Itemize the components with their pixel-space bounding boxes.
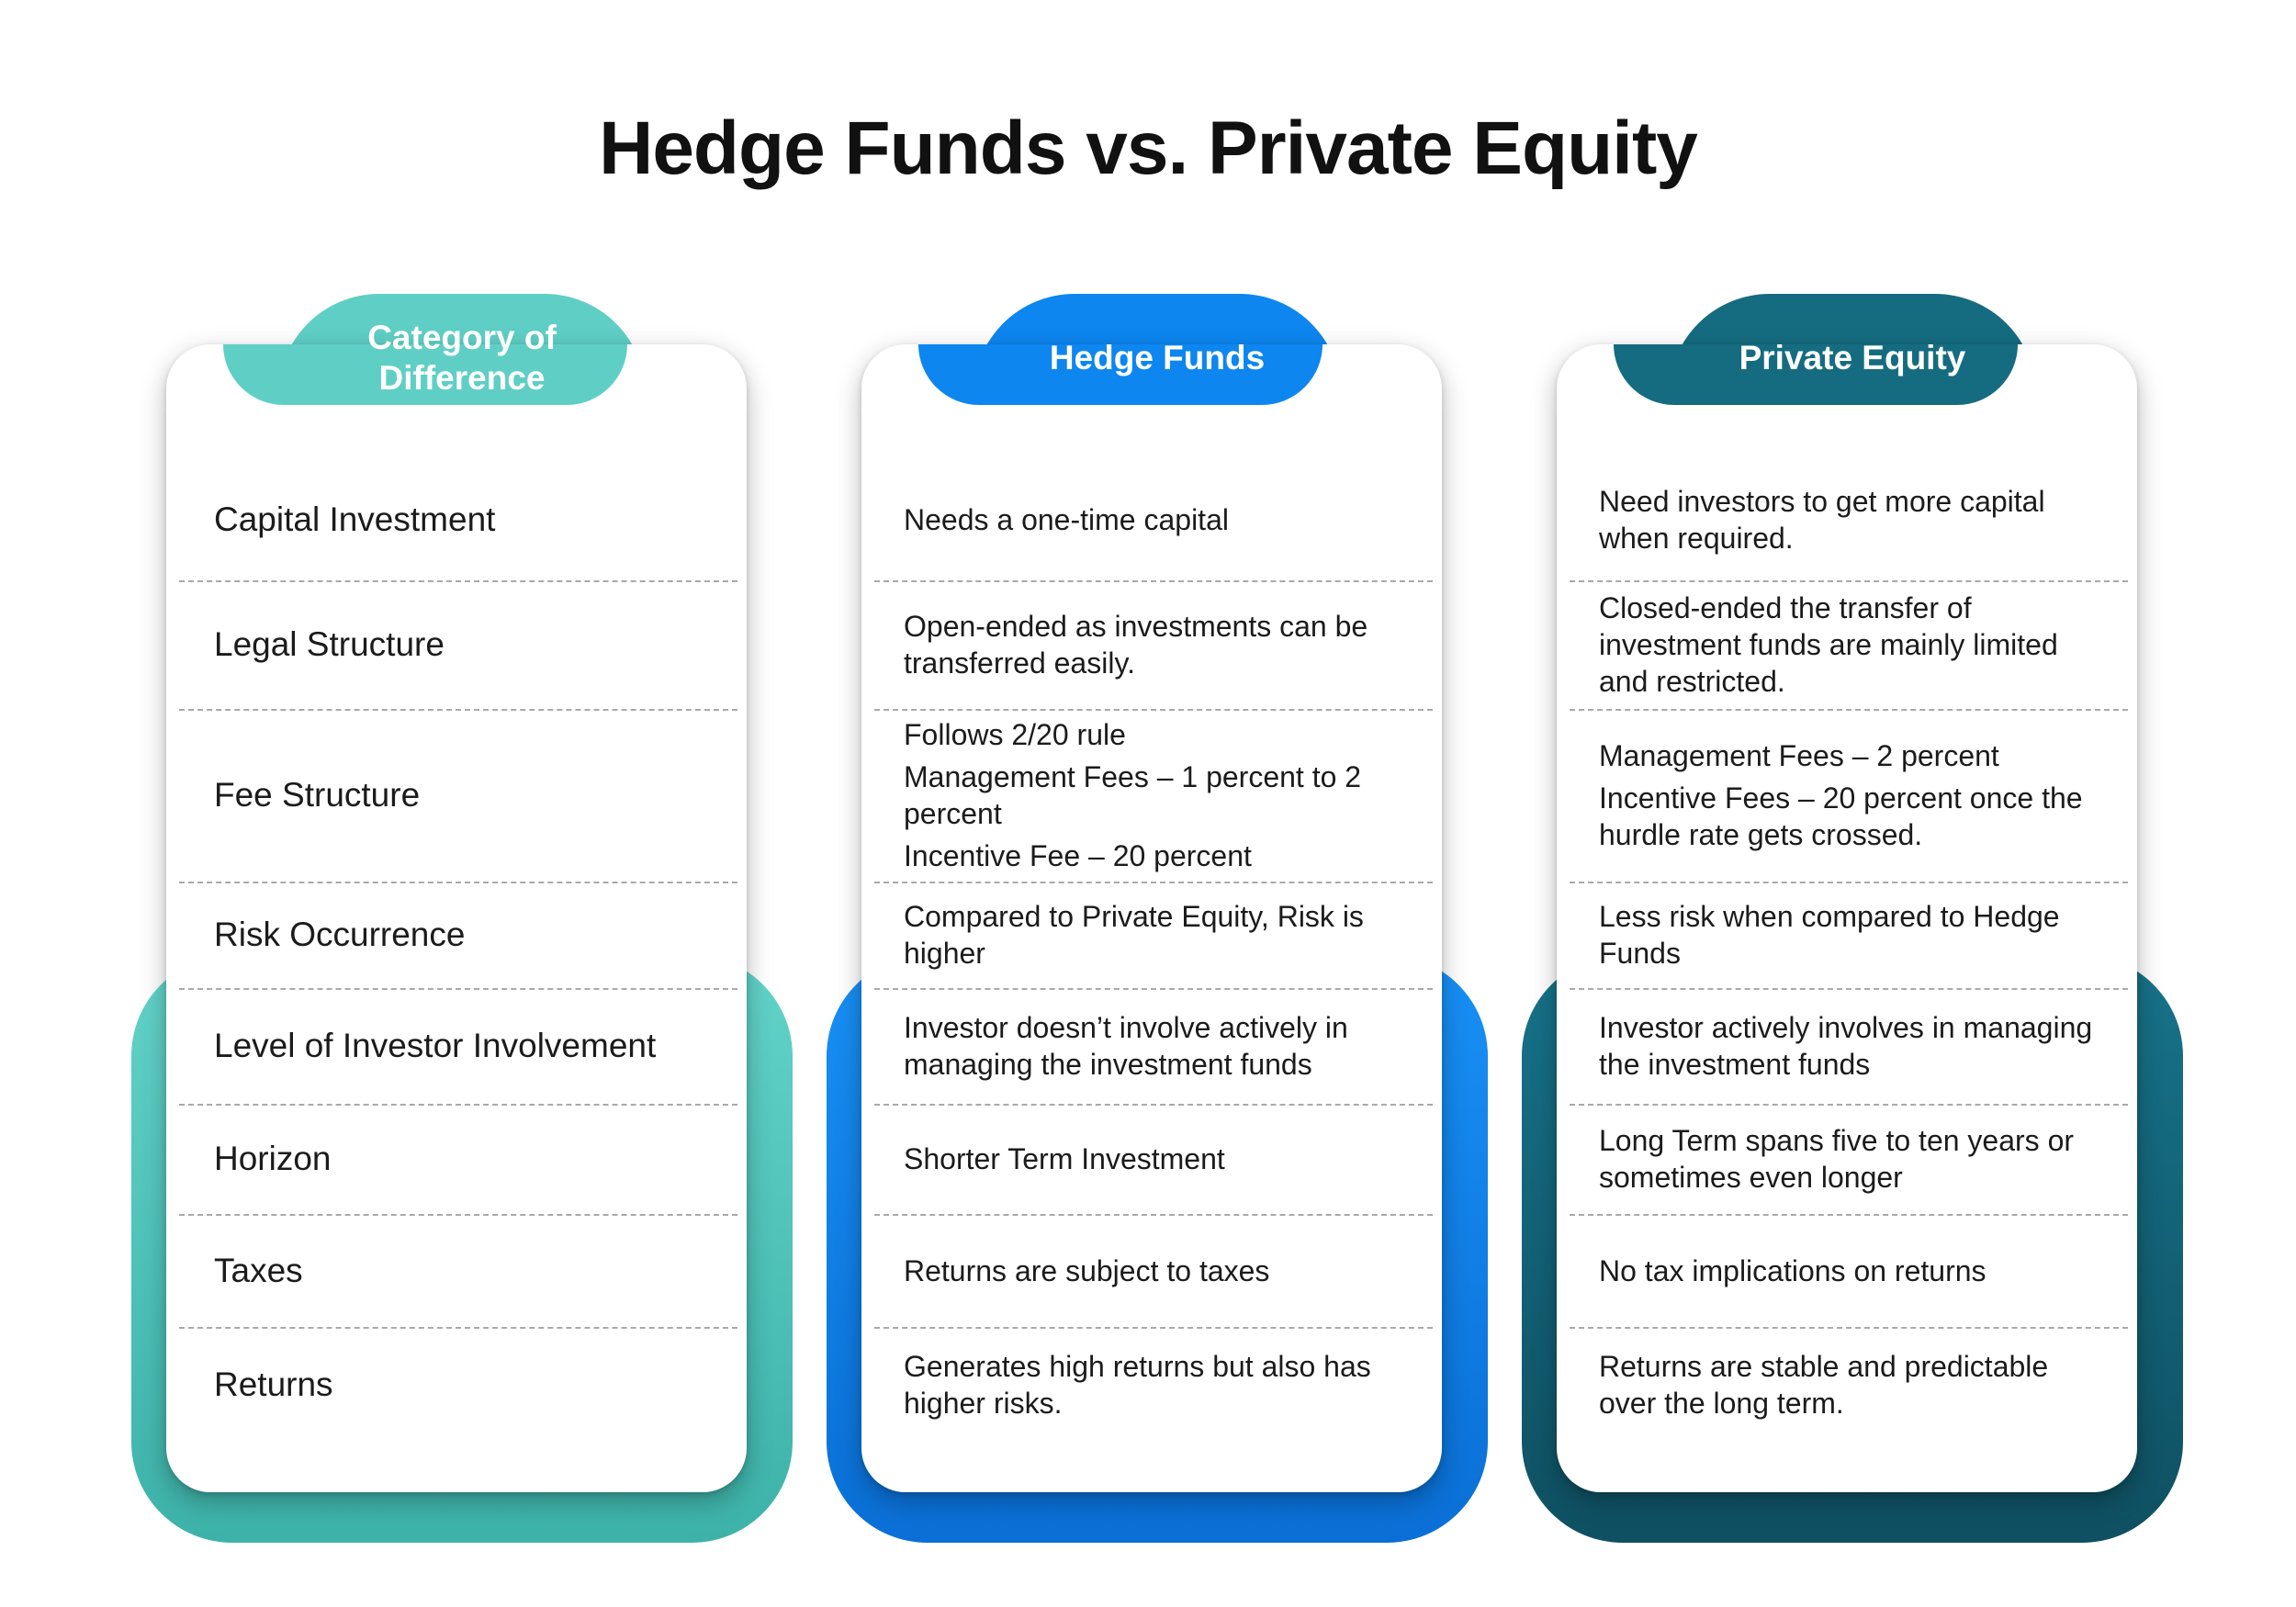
private-equity-cell-line: Incentive Fees – 20 percent once the hur… (1599, 781, 2083, 851)
hedge-funds-cell-line: Compared to Private Equity, Risk is high… (904, 900, 1364, 970)
hedge-funds-cell-line: Incentive Fee – 20 percent (904, 839, 1252, 872)
private-equity-cell-line: No tax implications on returns (1599, 1253, 1986, 1287)
hedge-funds-row: Follows 2/20 rule Management Fees – 1 per… (874, 709, 1433, 883)
private-equity-column: Private Equity Need investors to get mor… (1522, 294, 2183, 1543)
private-equity-cell: Long Term spans five to ten years or som… (1570, 1122, 2128, 1196)
category-label: Fee Structure (214, 776, 421, 814)
page-title: Hedge Funds vs. Private Equity (599, 107, 1698, 190)
hedge-funds-cell-line: Investor doesn’t involve actively in man… (904, 1011, 1348, 1081)
hedge-funds-cell: Returns are subject to taxes (874, 1253, 1433, 1289)
category-row: Risk Occurrence (179, 882, 737, 990)
category-label: Horizon (214, 1140, 332, 1177)
private-equity-row: Returns are stable and predictable over … (1570, 1327, 2128, 1442)
hedge-funds-row: Investor doesn’t involve actively in man… (874, 988, 1433, 1106)
hedge-funds-cell: Follows 2/20 rule Management Fees – 1 per… (874, 716, 1433, 874)
private-equity-cell: Management Fees – 2 percent Incentive Fee… (1570, 737, 2128, 853)
category-row: Fee Structure (179, 709, 737, 883)
hedge-funds-cell-line: Shorter Term Investment (904, 1142, 1225, 1175)
hedge-funds-cell-line: Returns are subject to taxes (904, 1253, 1270, 1287)
hedge-funds-header: Hedge Funds (1049, 339, 1266, 376)
private-equity-cell: Investor actively involves in managing t… (1570, 1009, 2128, 1083)
private-equity-cell: Need investors to get more capital when … (1570, 483, 2128, 556)
private-equity-row: Management Fees – 2 percent Incentive Fee… (1570, 709, 2128, 883)
category-row: Taxes (179, 1214, 737, 1329)
hedge-funds-cell: Compared to Private Equity, Risk is high… (874, 898, 1433, 972)
category-row: Capital Investment (179, 459, 737, 582)
hedge-funds-row: Compared to Private Equity, Risk is high… (874, 882, 1433, 990)
private-equity-row: Investor actively involves in managing t… (1570, 988, 2128, 1106)
private-equity-cell-line: Investor actively involves in managing t… (1599, 1011, 2093, 1081)
private-equity-cell: Returns are stable and predictable over … (1570, 1348, 2128, 1422)
category-header-pill (223, 344, 627, 405)
private-equity-cell-line: Long Term spans five to ten years or som… (1599, 1124, 2075, 1194)
category-row: Returns (179, 1327, 737, 1442)
private-equity-row: Long Term spans five to ten years or som… (1570, 1104, 2128, 1216)
category-label: Returns (214, 1365, 333, 1403)
hedge-funds-cell: Generates high returns but also has high… (874, 1348, 1433, 1422)
private-equity-card (1557, 344, 2137, 1492)
private-equity-cell: No tax implications on returns (1570, 1253, 2128, 1289)
private-equity-cell-line: Less risk when compared to Hedge Funds (1599, 900, 2060, 970)
hedge-funds-card (861, 344, 1442, 1492)
category-row: Horizon (179, 1104, 737, 1216)
hedge-funds-cell: Shorter Term Investment (874, 1141, 1433, 1177)
hedge-funds-row: Shorter Term Investment (874, 1104, 1433, 1216)
private-equity-row: No tax implications on returns (1570, 1214, 2128, 1329)
category-row: Level of Investor Involvement (179, 988, 737, 1106)
category-card (166, 344, 747, 1492)
category-column: Category of Difference Capital Investmen… (131, 294, 793, 1543)
hedge-funds-cell: Open-ended as investments can be transfe… (874, 608, 1433, 681)
category-label: Level of Investor Involvement (214, 1027, 657, 1064)
hedge-funds-cell: Needs a one-time capital (874, 501, 1433, 538)
hedge-funds-row: Returns are subject to taxes (874, 1214, 1433, 1329)
category-label: Capital Investment (214, 500, 496, 538)
hedge-funds-column: Hedge Funds Needs a one-time capital Open… (827, 294, 1488, 1543)
private-equity-cell: Less risk when compared to Hedge Funds (1570, 898, 2128, 972)
hedge-funds-cell-line: Open-ended as investments can be transfe… (904, 610, 1368, 680)
hedge-funds-cell-line: Generates high returns but also has high… (904, 1349, 1371, 1420)
hedge-funds-row: Open-ended as investments can be transfe… (874, 580, 1433, 711)
category-label: Legal Structure (214, 625, 445, 663)
hedge-funds-cell-line: Follows 2/20 rule (904, 718, 1126, 751)
private-equity-cell-line: Returns are stable and predictable over … (1599, 1349, 2049, 1420)
private-equity-row: Need investors to get more capital when … (1570, 459, 2128, 582)
hedge-funds-cell-line: Needs a one-time capital (904, 503, 1229, 536)
private-equity-header-pill (1614, 344, 2018, 405)
hedge-funds-row: Needs a one-time capital (874, 459, 1433, 582)
private-equity-cell-line: Closed-ended the transfer of investment … (1599, 591, 2058, 698)
category-label: Risk Occurrence (214, 916, 466, 953)
hedge-funds-header-pill (918, 344, 1322, 405)
private-equity-row: Less risk when compared to Hedge Funds (1570, 882, 2128, 990)
private-equity-header: Private Equity (1739, 339, 1966, 376)
private-equity-cell-line: Need investors to get more capital when … (1599, 485, 2045, 555)
private-equity-cell-line: Management Fees – 2 percent (1599, 739, 1999, 772)
hedge-funds-cell: Investor doesn’t involve actively in man… (874, 1009, 1433, 1083)
private-equity-row: Closed-ended the transfer of investment … (1570, 580, 2128, 711)
hedge-funds-cell-line: Management Fees – 1 percent to 2 percent (904, 760, 1362, 830)
private-equity-cell: Closed-ended the transfer of investment … (1570, 590, 2128, 700)
category-label: Taxes (214, 1251, 303, 1289)
hedge-funds-row: Generates high returns but also has high… (874, 1327, 1433, 1442)
category-row: Legal Structure (179, 580, 737, 711)
category-header: Category of Difference (367, 319, 557, 397)
